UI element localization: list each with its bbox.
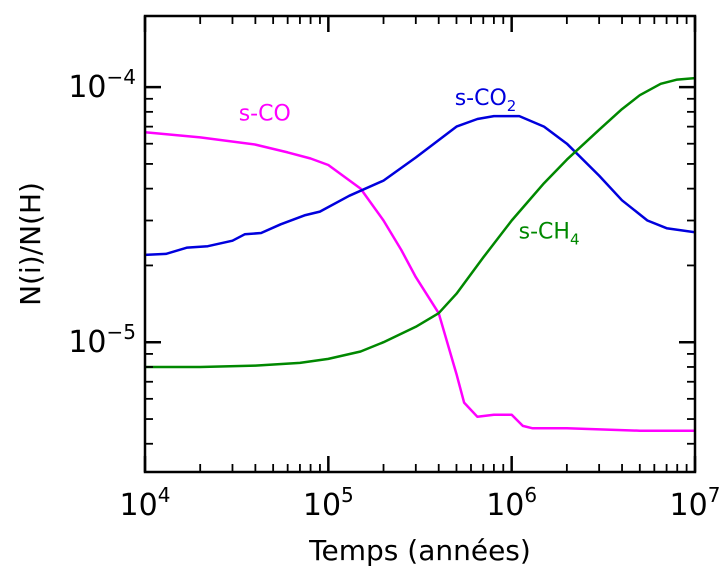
series-label-s-ch4: s-CH4 bbox=[519, 220, 580, 249]
series-label-s-co: s-CO bbox=[239, 101, 291, 126]
x-tick-label: 106 bbox=[486, 483, 537, 523]
y-axis-label: N(i)/N(H) bbox=[14, 182, 47, 306]
series-line-s-co2 bbox=[145, 114, 695, 257]
y-tick-label: 10−5 bbox=[68, 320, 136, 360]
plot-frame bbox=[143, 14, 697, 474]
series-line-s-ch4 bbox=[145, 76, 695, 369]
series-label-s-co2: s-CO2 bbox=[455, 86, 517, 115]
x-tick-label: 105 bbox=[303, 483, 354, 523]
x-tick-label: 107 bbox=[670, 483, 721, 523]
lines-layer bbox=[145, 76, 695, 432]
x-tick-label: 104 bbox=[120, 483, 171, 523]
y-tick-label: 10−4 bbox=[68, 65, 136, 105]
x-axis-label: Temps (années) bbox=[308, 534, 531, 567]
labels-layer: 104 105 106 107 10−5 10−4 s-CO s-CO2 s-CH4 bbox=[68, 65, 720, 523]
